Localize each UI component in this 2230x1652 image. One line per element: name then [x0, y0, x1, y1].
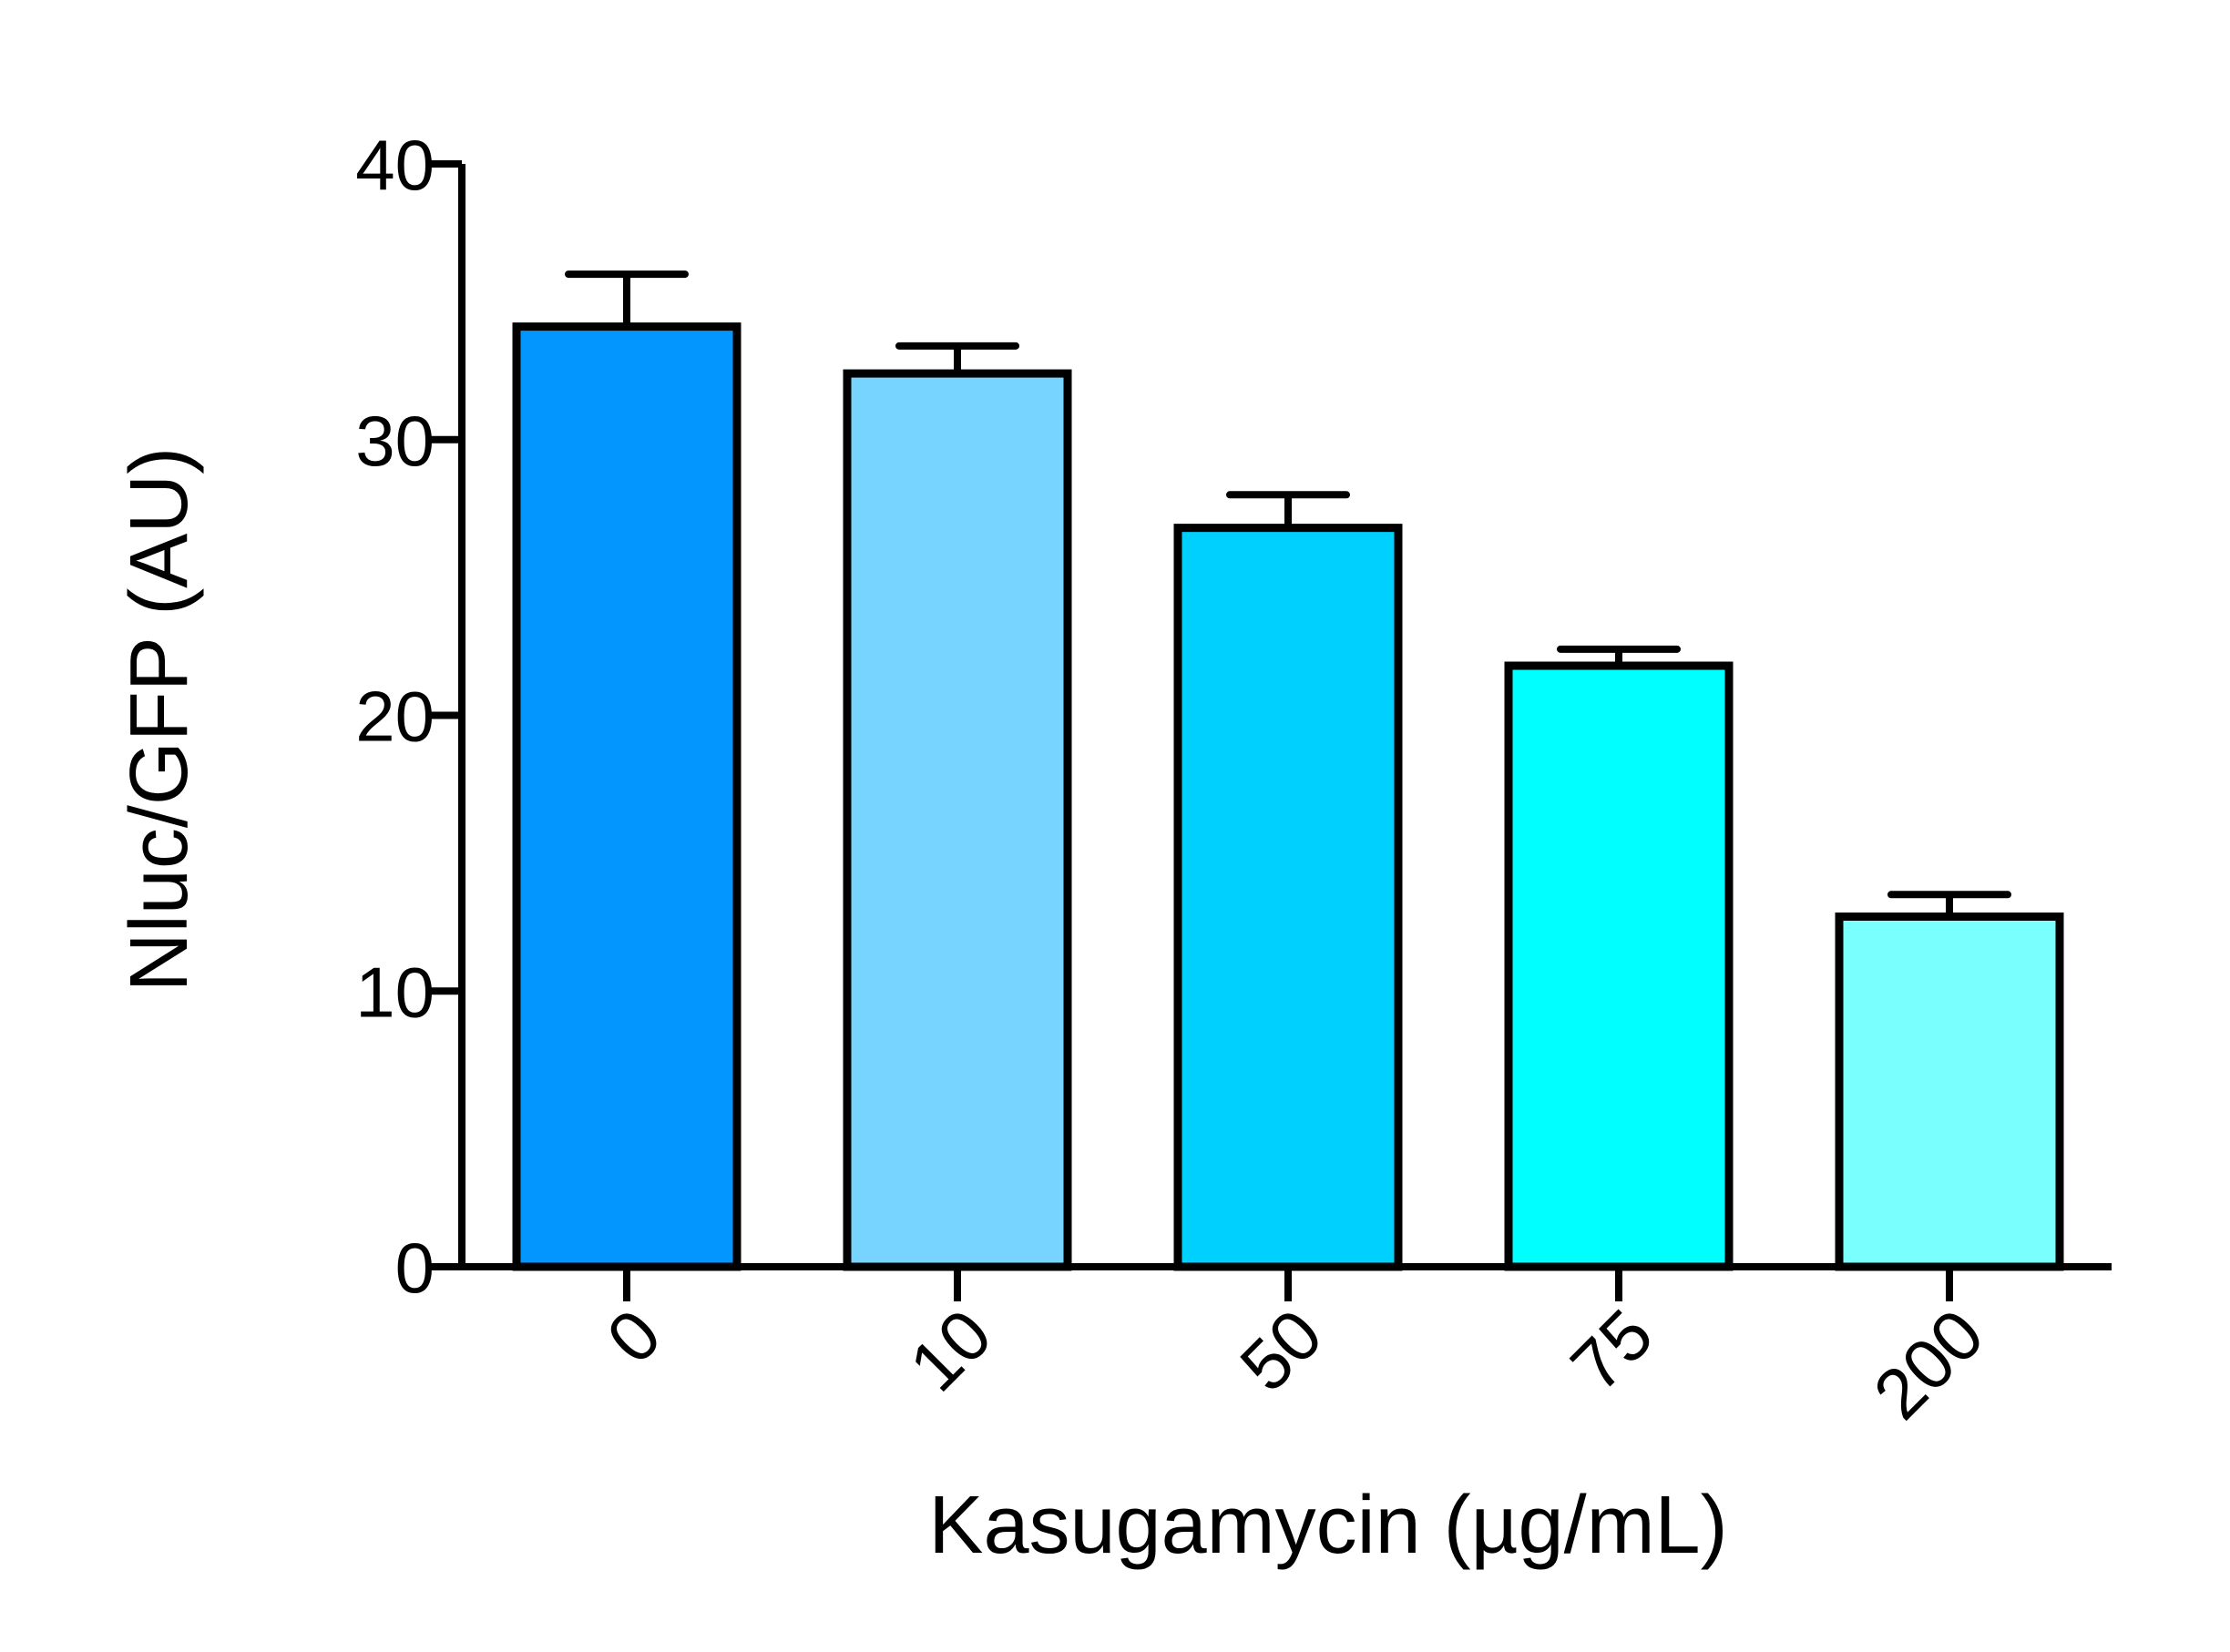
bar-50	[1173, 524, 1403, 1271]
y-tick-label-20: 20	[355, 677, 435, 757]
x-tick-label-0: 0	[591, 1294, 676, 1379]
bar-10	[843, 369, 1072, 1271]
y-tick-label-30: 30	[355, 401, 435, 481]
x-tick-label-50: 50	[1224, 1294, 1337, 1407]
y-ticks-layer: 0 10 20 30 40	[355, 125, 462, 1308]
x-tick-label-200: 200	[1858, 1294, 1999, 1434]
y-tick-label-40: 40	[355, 125, 435, 205]
error-bar-0	[565, 270, 689, 331]
y-tick-label-10: 10	[355, 952, 435, 1032]
y-tick-label-0: 0	[395, 1228, 435, 1308]
error-bar-200	[1887, 891, 2011, 921]
x-tick-label-10: 10	[894, 1294, 1007, 1407]
x-ticks-layer: 0 10 50 75 200	[591, 1267, 1999, 1434]
error-bar-10	[895, 342, 1019, 378]
bar-0	[512, 322, 742, 1271]
x-axis-title: Kasugamycin (µg/mL)	[928, 1480, 1727, 1571]
bar-200	[1835, 913, 2064, 1271]
error-bar-50	[1226, 491, 1350, 532]
error-bars-layer	[565, 270, 2011, 921]
x-tick-label-75: 75	[1555, 1294, 1668, 1407]
y-axis-title: Nluc/GFP (AU)	[114, 447, 205, 992]
bar-75	[1504, 661, 1734, 1271]
bars-layer	[512, 322, 2064, 1271]
error-bar-75	[1557, 645, 1681, 670]
